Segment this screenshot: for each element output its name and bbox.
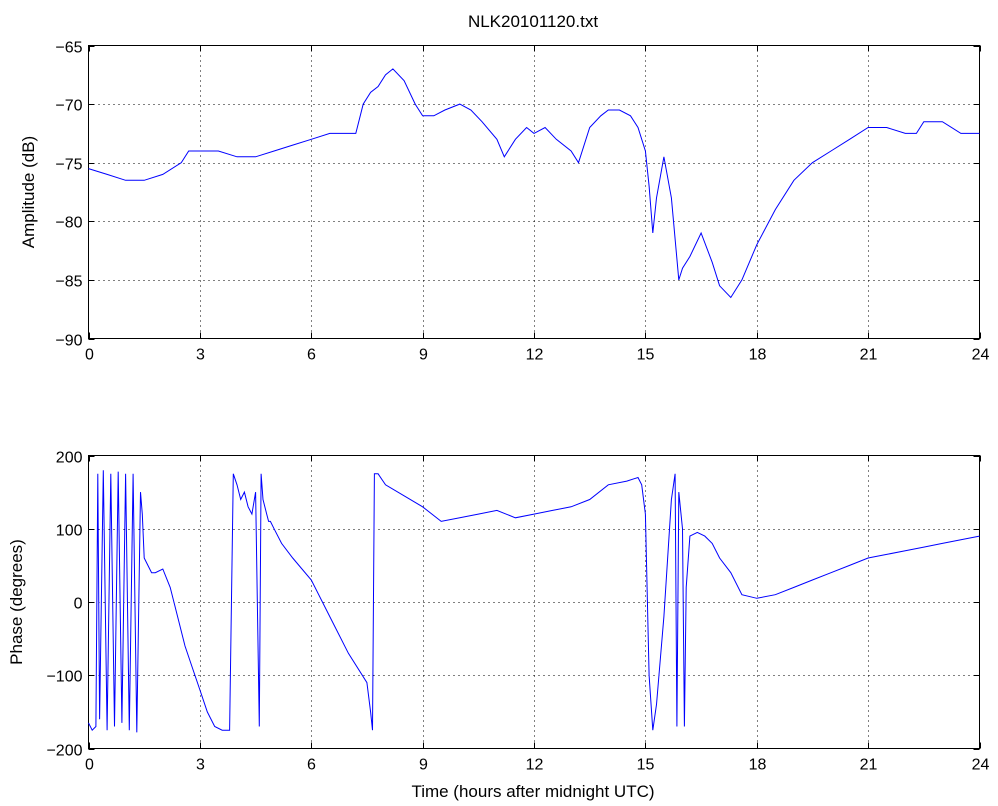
- amplitude-x-tick-label: 6: [307, 347, 316, 364]
- amplitude-panel: 0 3 6 9 12 15 18 21 24 −65 −70 −75 −80 −85 −90 Amplitu…: [19, 40, 990, 364]
- amplitude-x-tick-label: 9: [419, 347, 428, 364]
- x-axis-label: Time (hours after midnight UTC): [411, 782, 654, 801]
- amplitude-y-tick-label: −80: [55, 215, 82, 232]
- amplitude-ticks: 0 3 6 9 12 15 18 21 24 −65 −70 −75 −80 −85 −90: [55, 40, 989, 364]
- phase-x-tick-label: 24: [972, 757, 990, 774]
- phase-ticks: 0 3 6 9 12 15 18 21 24 200 100 0 −100 −200: [46, 450, 989, 774]
- chart-title: NLK20101120.txt: [468, 12, 598, 31]
- amplitude-x-tick-label: 0: [85, 347, 94, 364]
- amplitude-y-tick-label: −70: [55, 98, 82, 115]
- amplitude-y-tick-label: −90: [55, 333, 82, 350]
- phase-x-tick-label: 15: [637, 757, 655, 774]
- amplitude-y-tick-label: −85: [55, 274, 82, 291]
- phase-y-axis-label: Phase (degrees): [7, 539, 26, 665]
- amplitude-x-tick-label: 15: [637, 347, 655, 364]
- phase-x-tick-label: 12: [526, 757, 544, 774]
- amplitude-x-tick-label: 3: [196, 347, 205, 364]
- amplitude-y-tick-label: −65: [55, 40, 82, 57]
- phase-series-line: [88, 470, 980, 733]
- amplitude-series-line: [88, 68, 980, 299]
- amplitude-y-axis-label: Amplitude (dB): [19, 136, 38, 248]
- phase-x-tick-label: 0: [85, 757, 94, 774]
- amplitude-x-tick-label: 18: [749, 347, 767, 364]
- phase-panel: 0 3 6 9 12 15 18 21 24 200 100 0 −100 −200 Phase (deg…: [7, 450, 990, 802]
- amplitude-x-tick-label: 24: [972, 347, 990, 364]
- phase-y-tick-label: 100: [56, 523, 83, 540]
- phase-x-tick-label: 6: [307, 757, 316, 774]
- amplitude-x-tick-label: 21: [860, 347, 878, 364]
- amplitude-x-tick-label: 12: [526, 347, 544, 364]
- phase-y-tick-label: 0: [74, 596, 83, 613]
- amplitude-y-tick-label: −75: [55, 157, 82, 174]
- phase-y-tick-label: −100: [46, 669, 82, 686]
- phase-x-tick-label: 3: [196, 757, 205, 774]
- phase-grid: [88, 455, 980, 749]
- phase-y-tick-label: 200: [56, 450, 83, 467]
- amplitude-axes-frame: [88, 45, 980, 339]
- amplitude-grid: [88, 45, 980, 339]
- phase-x-tick-label: 18: [749, 757, 767, 774]
- phase-x-tick-label: 9: [419, 757, 428, 774]
- phase-y-tick-label: −200: [46, 743, 82, 760]
- phase-x-tick-label: 21: [860, 757, 878, 774]
